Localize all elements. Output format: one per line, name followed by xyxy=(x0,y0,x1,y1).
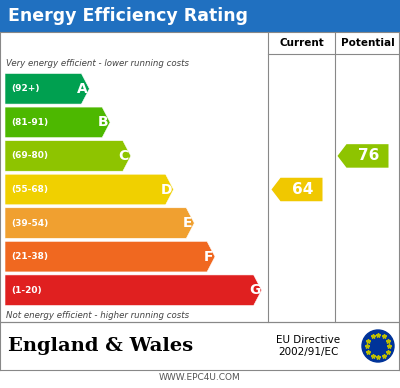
Text: A: A xyxy=(77,82,88,96)
Polygon shape xyxy=(5,73,90,104)
Polygon shape xyxy=(5,275,262,305)
Text: (92+): (92+) xyxy=(11,84,40,93)
Text: Energy Efficiency Rating: Energy Efficiency Rating xyxy=(8,7,248,25)
Text: Not energy efficient - higher running costs: Not energy efficient - higher running co… xyxy=(6,310,189,319)
Text: 76: 76 xyxy=(358,149,379,163)
Text: B: B xyxy=(98,115,108,129)
Polygon shape xyxy=(5,140,131,171)
Text: 64: 64 xyxy=(292,182,313,197)
Circle shape xyxy=(362,330,394,362)
Text: (21-38): (21-38) xyxy=(11,252,48,261)
Text: Potential: Potential xyxy=(341,38,394,48)
Text: F: F xyxy=(203,249,213,263)
Text: Very energy efficient - lower running costs: Very energy efficient - lower running co… xyxy=(6,59,189,69)
Text: C: C xyxy=(119,149,129,163)
Text: WWW.EPC4U.COM: WWW.EPC4U.COM xyxy=(159,374,241,383)
Bar xyxy=(0,0,400,32)
Text: Current: Current xyxy=(279,38,324,48)
Text: (55-68): (55-68) xyxy=(11,185,48,194)
Polygon shape xyxy=(338,144,388,168)
Polygon shape xyxy=(5,174,174,205)
Polygon shape xyxy=(272,178,322,201)
Text: (81-91): (81-91) xyxy=(11,118,48,127)
Polygon shape xyxy=(5,107,110,138)
Text: (1-20): (1-20) xyxy=(11,286,42,295)
Text: E: E xyxy=(182,216,192,230)
Polygon shape xyxy=(5,208,194,238)
Text: (39-54): (39-54) xyxy=(11,218,48,228)
Text: (69-80): (69-80) xyxy=(11,151,48,160)
Text: G: G xyxy=(249,283,260,297)
Text: EU Directive
2002/91/EC: EU Directive 2002/91/EC xyxy=(276,335,340,357)
Text: England & Wales: England & Wales xyxy=(8,337,193,355)
Text: D: D xyxy=(161,182,172,196)
Polygon shape xyxy=(5,241,215,272)
